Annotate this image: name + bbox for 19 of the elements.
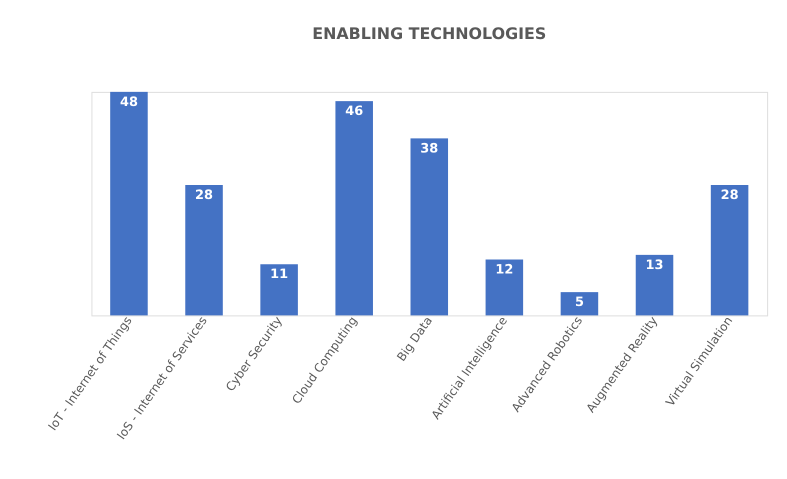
data-label: 28 bbox=[720, 188, 739, 203]
bar bbox=[110, 92, 148, 316]
data-label: 12 bbox=[495, 262, 514, 278]
bar bbox=[560, 292, 598, 316]
bar bbox=[636, 254, 674, 316]
data-label: 28 bbox=[195, 188, 214, 203]
bar bbox=[710, 185, 748, 316]
bar bbox=[185, 185, 223, 316]
bar bbox=[486, 260, 524, 316]
data-label: 5 bbox=[574, 295, 584, 310]
data-label: 38 bbox=[420, 141, 438, 156]
data-label: 13 bbox=[646, 258, 664, 273]
data-label: 48 bbox=[120, 94, 138, 110]
bar bbox=[410, 138, 448, 316]
data-label: 46 bbox=[345, 104, 364, 120]
bar bbox=[260, 264, 298, 316]
data-label: 11 bbox=[270, 267, 288, 282]
bar bbox=[335, 101, 373, 316]
chart-title: ENABLING TECHNOLOGIES bbox=[312, 24, 546, 44]
